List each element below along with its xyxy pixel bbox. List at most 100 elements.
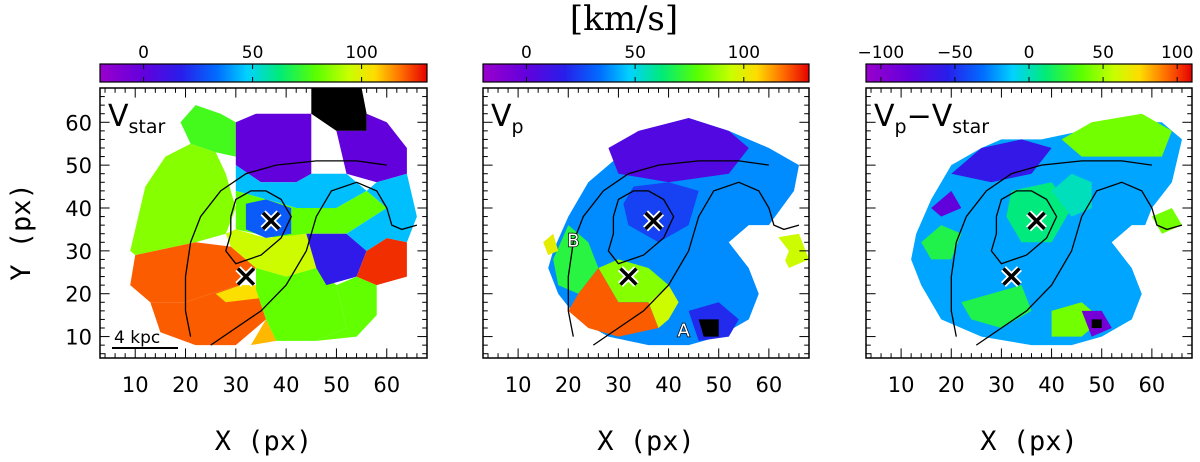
velocity-region bbox=[215, 285, 261, 303]
colorbar-tick-label: 50 bbox=[242, 43, 264, 63]
x-tick-label: 50 bbox=[705, 373, 732, 397]
x-tick-label: 20 bbox=[555, 373, 582, 397]
x-tick-label: 60 bbox=[373, 373, 400, 397]
y-tick-label: 40 bbox=[65, 197, 92, 221]
contour-line bbox=[225, 190, 292, 265]
velocity-region bbox=[951, 139, 1052, 183]
x-tick-label: 40 bbox=[655, 373, 682, 397]
map-area bbox=[543, 118, 809, 346]
velocity-region bbox=[608, 118, 749, 183]
y-tick-label: 30 bbox=[65, 240, 92, 264]
region-letter-label: B bbox=[567, 231, 579, 252]
x-tick-label: 50 bbox=[323, 373, 350, 397]
velocity-region bbox=[235, 165, 367, 208]
velocity-region bbox=[316, 276, 377, 341]
x-tick-label: 10 bbox=[122, 373, 149, 397]
velocity-region bbox=[773, 233, 809, 268]
velocity-region bbox=[1006, 182, 1072, 243]
x-tick-label: 50 bbox=[1088, 373, 1115, 397]
contour-line bbox=[567, 160, 769, 337]
velocity-region bbox=[130, 242, 256, 303]
center-marker bbox=[235, 266, 257, 288]
y-axis-label: Y (px) bbox=[6, 183, 37, 281]
x-tick-label: 40 bbox=[273, 373, 300, 397]
velocity-region bbox=[553, 225, 599, 294]
map-area bbox=[130, 88, 418, 346]
colorbar-tick-label: 0 bbox=[138, 43, 149, 63]
contour-line bbox=[592, 181, 800, 346]
y-tick-label: 20 bbox=[65, 283, 92, 307]
velocity-region bbox=[235, 113, 312, 183]
colorbar-tick-label: 100 bbox=[728, 43, 760, 63]
velocity-region bbox=[961, 285, 1032, 328]
contour-line bbox=[975, 181, 1183, 346]
velocity-region bbox=[543, 233, 559, 256]
x-tick-label: 30 bbox=[222, 373, 249, 397]
colorbar: 0 50 100 bbox=[99, 43, 428, 83]
colorbar-tick-label: 0 bbox=[521, 43, 532, 63]
velocity-region bbox=[225, 229, 317, 277]
plot-frame bbox=[482, 87, 810, 359]
velocity-region bbox=[356, 238, 407, 286]
velocity-region bbox=[623, 182, 699, 243]
colorbar-tick-label: 0 bbox=[1024, 43, 1035, 63]
velocity-region bbox=[568, 268, 659, 337]
colorbar: 0 50 100 bbox=[482, 43, 810, 83]
colorbar-tick-label: 50 bbox=[1092, 43, 1114, 63]
contour-line bbox=[990, 190, 1058, 265]
center-marker bbox=[1026, 210, 1047, 232]
velocity-region bbox=[256, 268, 347, 341]
y-tick-label: 10 bbox=[65, 326, 92, 350]
colorbar-tick-label: 100 bbox=[1161, 43, 1193, 63]
colorbar-tick-label: 100 bbox=[345, 43, 377, 63]
velocity-region bbox=[921, 225, 962, 260]
region-letter-label: A bbox=[677, 321, 690, 342]
velocity-region bbox=[648, 285, 679, 328]
map-area bbox=[911, 113, 1183, 346]
velocity-region bbox=[336, 113, 407, 183]
x-tick-label: 30 bbox=[605, 373, 632, 397]
x-axis-label: X (px) bbox=[597, 426, 695, 457]
unit-label: [km/s] bbox=[570, 0, 678, 39]
x-tick-label: 10 bbox=[505, 373, 532, 397]
colorbar-tick-label: −50 bbox=[937, 43, 973, 63]
map-hole bbox=[1111, 225, 1172, 294]
scale-bar-label: 4 kpc bbox=[114, 328, 160, 348]
x-tick-label: 30 bbox=[988, 373, 1015, 397]
x-tick-label: 60 bbox=[1139, 373, 1166, 397]
velocity-region bbox=[130, 143, 236, 256]
velocity-region bbox=[1091, 319, 1102, 328]
x-axis-label: X (px) bbox=[215, 426, 313, 457]
colorbar: −100 −50 0 50 100 bbox=[857, 43, 1193, 83]
center-marker bbox=[260, 210, 282, 232]
x-axis-label: X (px) bbox=[980, 426, 1078, 457]
velocity-region bbox=[180, 105, 236, 157]
contour-line bbox=[210, 181, 418, 346]
velocity-region bbox=[346, 173, 417, 251]
velocity-region bbox=[250, 319, 277, 346]
panel-label: Vp−Vstar bbox=[874, 99, 989, 138]
velocity-region bbox=[931, 190, 962, 217]
x-tick-label: 60 bbox=[756, 373, 783, 397]
y-tick-label: 60 bbox=[65, 111, 92, 135]
panel-3: 10 20 30 40 50 60 X (px) −100 −50 0 50 100 Vp−Vstar bbox=[857, 43, 1193, 457]
center-marker bbox=[617, 266, 639, 288]
plot-frame bbox=[865, 87, 1193, 359]
velocity-region bbox=[698, 319, 719, 337]
plot-frame bbox=[99, 87, 428, 359]
x-tick-label: 20 bbox=[172, 373, 199, 397]
colorbar-tick-label: 50 bbox=[624, 43, 646, 63]
colorbar-tick-label: −100 bbox=[857, 43, 904, 63]
scale-bar: 4 kpc bbox=[112, 328, 178, 349]
y-tick-label: 50 bbox=[65, 154, 92, 178]
map-hole bbox=[728, 225, 789, 294]
x-tick-label: 10 bbox=[888, 373, 915, 397]
velocity-region bbox=[306, 233, 367, 286]
panel-label: Vp bbox=[491, 99, 524, 138]
velocity-region bbox=[311, 88, 367, 131]
center-marker bbox=[1000, 266, 1022, 288]
panel-2: B A 10 20 30 40 50 60 X (px) 0 50 100 Vp bbox=[482, 43, 810, 457]
x-tick-label: 20 bbox=[938, 373, 965, 397]
